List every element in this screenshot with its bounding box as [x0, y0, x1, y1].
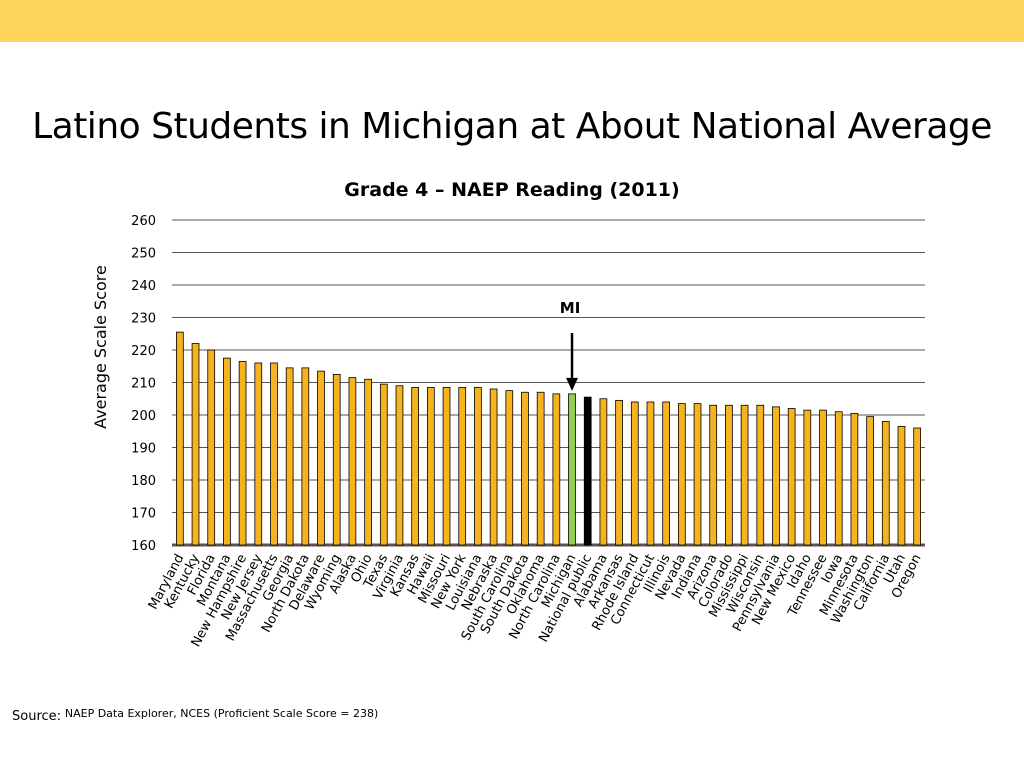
bar-georgia	[285, 367, 294, 546]
bar-oregon	[913, 427, 922, 546]
bar-texas	[379, 383, 388, 546]
y-tick-label: 220	[131, 344, 156, 359]
bar-arkansas	[615, 399, 623, 546]
bar-minnesota	[850, 412, 859, 546]
bar-maryland	[175, 331, 184, 546]
bar-wisconsin	[756, 404, 765, 546]
bar-nebraska	[489, 388, 498, 546]
y-tick-label: 170	[131, 507, 156, 522]
y-tick-label: 190	[131, 442, 156, 457]
bar-south-dakota	[521, 391, 529, 546]
mi-annotation-label: MI	[560, 299, 581, 317]
chart-title: Grade 4 – NAEP Reading (2011)	[344, 179, 679, 201]
bar-new-york	[458, 386, 467, 546]
y-tick-label: 230	[131, 312, 156, 327]
bar-new-mexico	[787, 408, 796, 546]
bar-idaho	[803, 409, 812, 546]
bar-michigan	[568, 393, 576, 546]
bar-colorado	[725, 404, 733, 546]
bar-new-hampshire	[238, 360, 247, 546]
bar-alabama	[599, 398, 608, 546]
bar-new-jersey	[254, 362, 263, 546]
y-tick-label: 180	[131, 474, 156, 489]
bar-delaware	[317, 370, 325, 546]
y-tick-label: 160	[131, 539, 156, 554]
y-tick-label: 210	[131, 377, 156, 392]
source-label: Source:	[12, 709, 62, 724]
bar-hawaii	[426, 386, 435, 546]
bar-pennsylvania	[772, 406, 780, 546]
source-text: NAEP Data Explorer, NCES (Proficient Sca…	[64, 707, 379, 720]
bar-florida	[207, 349, 216, 546]
bar-iowa	[834, 411, 843, 546]
y-tick-label: 250	[131, 247, 156, 262]
bar-north-dakota	[301, 367, 310, 546]
top-accent-band	[0, 0, 1024, 42]
bar-nevada	[677, 403, 686, 546]
y-tick-label: 260	[131, 214, 156, 229]
bar-virginia	[395, 385, 404, 546]
bar-mississippi	[740, 404, 749, 546]
source-note: Source: NAEP Data Explorer, NCES (Profic…	[12, 706, 379, 724]
bar-wyoming	[332, 373, 341, 546]
y-tick-label: 240	[131, 279, 156, 294]
bar-indiana	[693, 403, 702, 546]
bar-utah	[897, 425, 906, 546]
y-tick-label: 200	[131, 409, 156, 424]
mi-arrow-head-icon	[566, 377, 579, 391]
bar-california	[881, 421, 890, 546]
bar-montana	[223, 357, 231, 546]
bar-south-carolina	[505, 390, 514, 546]
bar-arizona	[709, 404, 718, 546]
y-axis-label: Average Scale Score	[91, 265, 110, 429]
bar-kentucky	[191, 343, 200, 546]
bar-massachusetts	[270, 362, 278, 546]
bars	[175, 331, 922, 546]
bar-connecticut	[646, 401, 655, 546]
bar-kansas	[411, 386, 420, 546]
bar-north-carolina	[552, 393, 561, 546]
bar-chart: Grade 4 – NAEP Reading (2011) Average Sc…	[91, 179, 925, 650]
bar-washington	[866, 416, 874, 546]
bar-oklahoma	[536, 391, 545, 546]
bar-tennessee	[819, 409, 827, 546]
bar-illinois	[662, 401, 671, 546]
bar-ohio	[364, 378, 372, 546]
gridlines	[172, 219, 925, 547]
bar-missouri	[442, 386, 451, 546]
bar-alaska	[348, 377, 357, 546]
y-tick-labels: 160 170 180 190 200 210 220 230 240 250 260	[131, 214, 156, 554]
bar-louisiana	[474, 386, 482, 546]
bar-national-public	[583, 396, 592, 546]
bar-rhode-island	[630, 401, 639, 546]
slide-title: Latino Students in Michigan at About Nat…	[32, 106, 992, 147]
annotations: MI	[560, 299, 581, 391]
